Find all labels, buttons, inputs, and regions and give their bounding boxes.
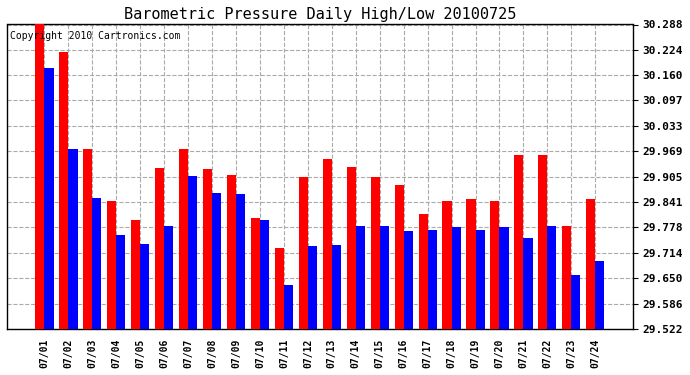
Bar: [323, 159, 332, 329]
Bar: [179, 149, 188, 329]
Bar: [346, 167, 356, 329]
Bar: [371, 177, 380, 329]
Bar: [83, 149, 92, 329]
Bar: [236, 194, 245, 329]
Bar: [68, 149, 77, 329]
Bar: [155, 168, 164, 329]
Bar: [59, 51, 68, 329]
Bar: [419, 214, 428, 329]
Bar: [466, 199, 475, 329]
Bar: [586, 199, 595, 329]
Bar: [131, 220, 140, 329]
Bar: [44, 68, 54, 329]
Bar: [491, 201, 500, 329]
Bar: [275, 248, 284, 329]
Bar: [260, 220, 269, 329]
Bar: [227, 175, 236, 329]
Bar: [203, 169, 212, 329]
Bar: [475, 230, 484, 329]
Bar: [140, 244, 149, 329]
Bar: [395, 184, 404, 329]
Bar: [251, 219, 260, 329]
Bar: [380, 226, 389, 329]
Bar: [562, 226, 571, 329]
Bar: [188, 176, 197, 329]
Bar: [308, 246, 317, 329]
Bar: [164, 226, 173, 329]
Bar: [442, 201, 451, 329]
Bar: [299, 177, 308, 329]
Title: Barometric Pressure Daily High/Low 20100725: Barometric Pressure Daily High/Low 20100…: [124, 7, 516, 22]
Bar: [428, 230, 437, 329]
Bar: [404, 231, 413, 329]
Bar: [92, 198, 101, 329]
Bar: [524, 237, 533, 329]
Bar: [451, 227, 461, 329]
Bar: [35, 24, 44, 329]
Bar: [500, 227, 509, 329]
Bar: [284, 285, 293, 329]
Bar: [514, 155, 524, 329]
Bar: [547, 226, 557, 329]
Bar: [538, 155, 547, 329]
Text: Copyright 2010 Cartronics.com: Copyright 2010 Cartronics.com: [10, 31, 181, 40]
Bar: [595, 261, 604, 329]
Bar: [571, 275, 580, 329]
Bar: [212, 193, 221, 329]
Bar: [356, 226, 365, 329]
Bar: [107, 201, 117, 329]
Bar: [332, 246, 341, 329]
Bar: [117, 235, 126, 329]
